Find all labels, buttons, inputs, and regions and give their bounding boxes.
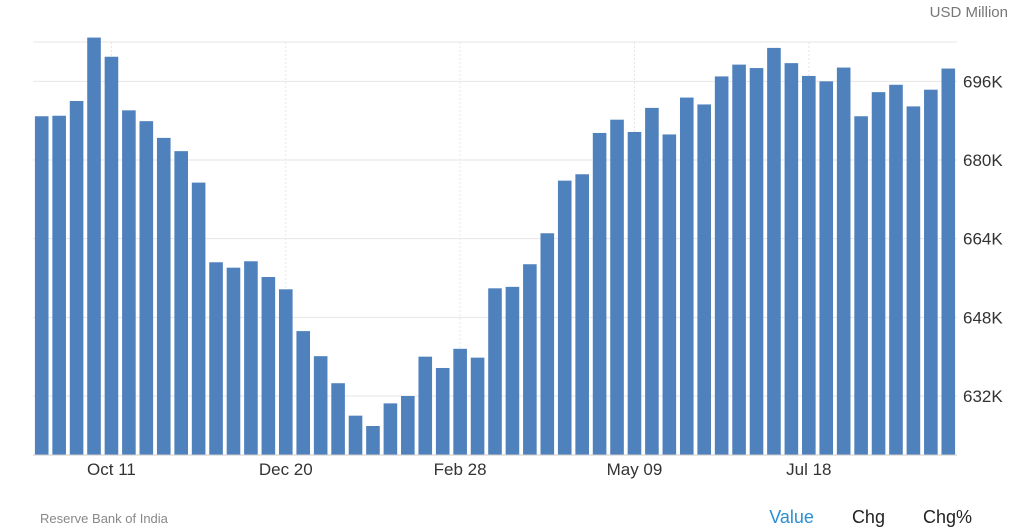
bar[interactable] (610, 119, 624, 455)
bar[interactable] (470, 357, 485, 455)
bar[interactable] (645, 107, 659, 455)
bar[interactable] (69, 101, 84, 455)
bar[interactable] (679, 97, 694, 455)
bar-chart: 632K 648K 664K 680K 696K Oct 11 Dec 20 Feb 28 Ma… (33, 37, 1003, 479)
bar[interactable] (627, 131, 642, 455)
bar[interactable] (139, 121, 154, 456)
bar[interactable] (575, 174, 589, 455)
bar[interactable] (784, 63, 799, 456)
bar[interactable] (244, 261, 258, 455)
bar[interactable] (87, 37, 101, 455)
bar[interactable] (261, 277, 276, 455)
bar[interactable] (313, 356, 328, 455)
y-tick-label: 680K (963, 151, 1003, 170)
bar[interactable] (871, 92, 886, 456)
bar[interactable] (749, 68, 764, 455)
bar[interactable] (854, 116, 868, 455)
bar[interactable] (401, 396, 415, 455)
bar[interactable] (540, 233, 555, 455)
bar[interactable] (348, 415, 363, 455)
bar[interactable] (156, 137, 171, 455)
bar[interactable] (924, 89, 938, 456)
bar[interactable] (488, 288, 502, 455)
bar[interactable] (366, 425, 380, 455)
mode-selector: Value Chg Chg% (769, 507, 972, 528)
bar[interactable] (278, 289, 293, 455)
bar[interactable] (209, 262, 223, 455)
bar[interactable] (889, 84, 903, 456)
bar[interactable] (941, 68, 956, 456)
bar[interactable] (732, 64, 746, 455)
x-tick-label: Feb 28 (434, 460, 487, 479)
bar[interactable] (836, 67, 851, 456)
x-tick-label: Dec 20 (259, 460, 313, 479)
y-tick-label: 632K (963, 387, 1003, 406)
bar[interactable] (122, 110, 136, 455)
bar[interactable] (52, 115, 66, 455)
bar[interactable] (383, 403, 398, 455)
bar[interactable] (191, 182, 206, 455)
bar[interactable] (34, 116, 49, 455)
bar[interactable] (662, 134, 677, 455)
mode-chg-percent-tab[interactable]: Chg% (922, 507, 972, 527)
y-tick-label: 648K (963, 308, 1003, 327)
x-tick-label: May 09 (607, 460, 663, 479)
bar[interactable] (523, 264, 537, 455)
bar[interactable] (906, 106, 921, 456)
source-label: Reserve Bank of India (40, 511, 168, 526)
bar[interactable] (104, 56, 119, 455)
x-tick-label: Oct 11 (87, 460, 136, 479)
bar[interactable] (819, 81, 834, 455)
bar[interactable] (226, 267, 241, 455)
bar[interactable] (802, 75, 816, 456)
mode-chg-tab[interactable]: Chg (851, 507, 885, 527)
bar[interactable] (767, 47, 781, 456)
bar[interactable] (714, 76, 729, 456)
bar[interactable] (557, 180, 572, 455)
bar[interactable] (453, 348, 467, 455)
bar[interactable] (592, 132, 607, 456)
y-tick-label: 696K (963, 72, 1003, 91)
unit-label: USD Million (929, 4, 1008, 21)
bar[interactable] (435, 367, 450, 455)
bar[interactable] (174, 151, 188, 455)
y-tick-label: 664K (963, 230, 1003, 249)
bar[interactable] (697, 104, 712, 456)
mode-value-tab[interactable]: Value (769, 507, 814, 527)
bar[interactable] (331, 383, 345, 455)
bar[interactable] (418, 356, 433, 455)
bar[interactable] (296, 331, 311, 455)
bar[interactable] (505, 286, 520, 455)
x-tick-label: Jul 18 (786, 460, 831, 479)
